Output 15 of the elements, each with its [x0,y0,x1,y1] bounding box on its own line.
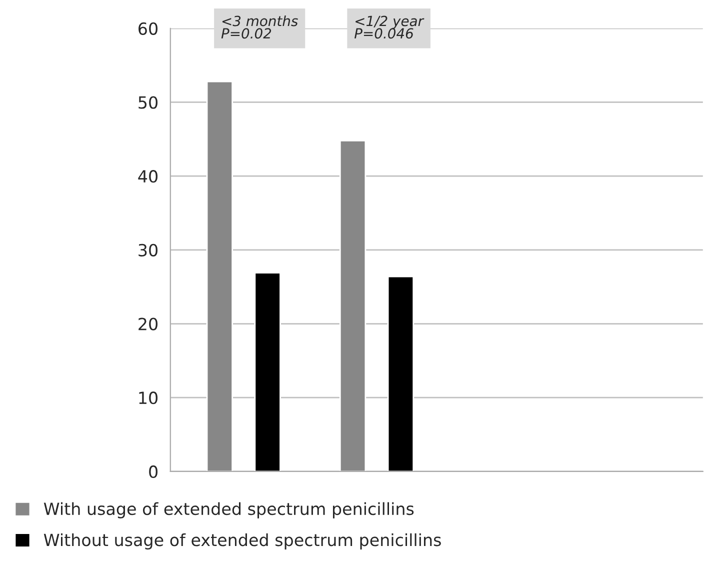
annotation: <3 months P=0.02 [221,15,298,39]
y-tick-label: 20 [138,318,158,330]
y-tick-label: 40 [138,170,158,183]
y-tick-label: 10 [139,392,158,404]
bar [339,140,366,472]
annotation: <1/2 year P=0.046 [354,16,424,39]
legend-label: Without usage of extended spectrum penicillins [44,533,441,550]
y-tick-label: 60 [138,22,158,35]
y-tick-label: 0 [149,465,158,478]
bar [254,272,281,472]
bar [387,276,414,472]
legend-label: With usage of extended spectrum penicillins [44,502,414,518]
y-tick-label: 30 [138,244,158,256]
y-tick-label: 50 [138,96,158,109]
bar [206,80,233,472]
